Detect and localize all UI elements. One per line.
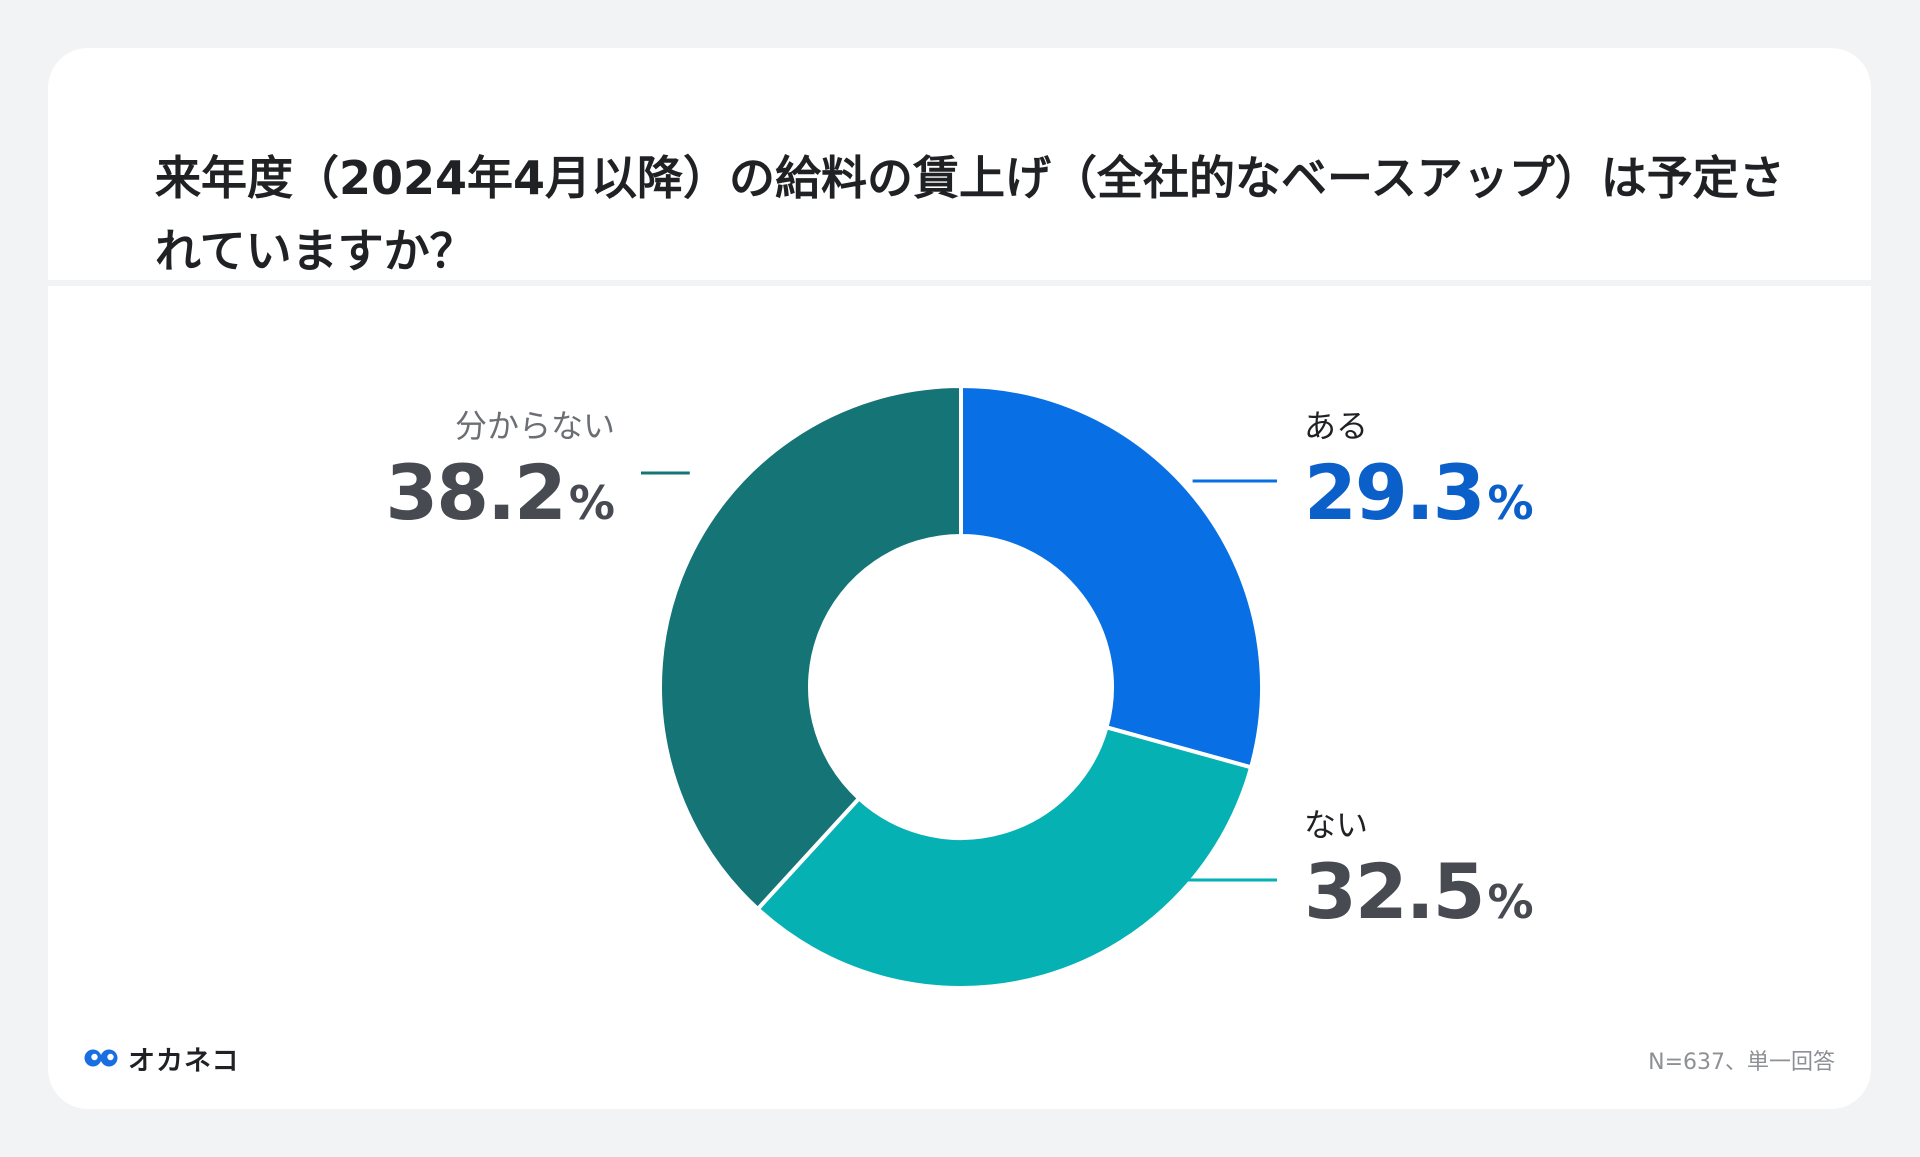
brand-logo: オカネコ [84, 1038, 239, 1078]
brand-name: オカネコ [128, 1045, 240, 1077]
value-label-wakaranai: 38.2% [385, 448, 615, 537]
value-label-nai: 32.5% [1304, 847, 1534, 936]
okaneko-logo-icon [84, 1049, 118, 1067]
value-label-aru: 29.3% [1304, 448, 1534, 537]
category-label-aru: ある [1304, 407, 1368, 445]
chart-title: 来年度（2024年4月以降）の給料の賃上げ（全社的なベースアップ）は予定されてい… [155, 151, 1785, 278]
chart-card: 来年度（2024年4月以降）の給料の賃上げ（全社的なベースアップ）は予定されてい… [48, 48, 1871, 1109]
slice-nai [754, 724, 1254, 990]
slice-wakaranai [658, 383, 963, 912]
slice-aru [959, 383, 1264, 770]
chart-header: 来年度（2024年4月以降）の給料の賃上げ（全社的なベースアップ）は予定されてい… [48, 48, 1871, 286]
category-label-wakaranai: 分からない [455, 407, 615, 445]
sample-note: N=637、単一回答 [1648, 1050, 1835, 1075]
category-label-nai: ない [1304, 806, 1368, 844]
